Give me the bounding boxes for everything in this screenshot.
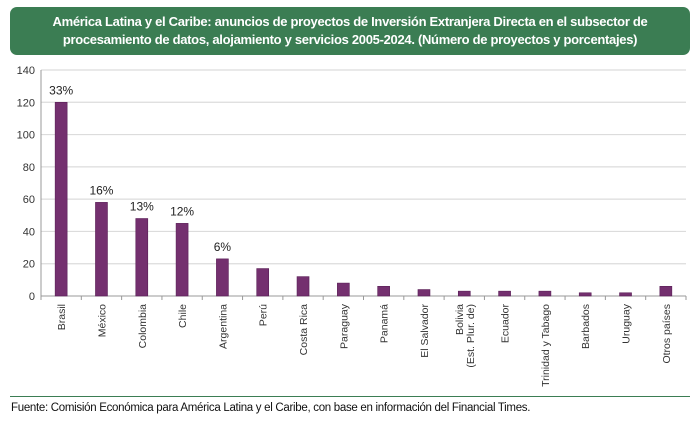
- bar: [417, 289, 431, 297]
- bar: [457, 290, 471, 297]
- bar: [659, 286, 673, 297]
- category-label-line: El Salvador: [419, 304, 431, 358]
- x-tick-label: Paraguay: [338, 303, 350, 349]
- x-tick-label: Argentina: [217, 304, 229, 349]
- category-label-line: Paraguay: [338, 303, 350, 349]
- y-tick-label: 120: [17, 97, 35, 109]
- x-tick-label: Colombia: [137, 304, 149, 349]
- category-label-line: Panamá: [379, 304, 391, 343]
- category-label-line: Chile: [177, 304, 189, 328]
- x-tick-label: Ecuador: [500, 303, 512, 343]
- x-tick-label: Uruguay: [621, 303, 633, 343]
- y-tick-label: 100: [17, 130, 35, 142]
- x-tick-label: Chile: [177, 304, 189, 328]
- chart-title-banner: América Latina y el Caribe: anuncios de …: [10, 7, 690, 55]
- bar-chart: 0 20 40 60 80 100 120 140 33% Brasil 16% México 13% C…: [17, 65, 687, 387]
- x-tick-label: El Salvador: [419, 304, 431, 358]
- y-tick-label: 60: [23, 194, 35, 206]
- x-tick-label: Barbados: [580, 304, 592, 349]
- x-tick-label: México: [96, 304, 108, 337]
- bar: [135, 218, 149, 297]
- bar: [216, 258, 229, 297]
- bar: [337, 282, 350, 297]
- category-label-line: Ecuador: [500, 303, 512, 343]
- data-label: 33%: [49, 83, 73, 97]
- bar: [175, 223, 189, 297]
- bar: [498, 290, 511, 297]
- source-note: Fuente: Comisión Económica para América …: [11, 402, 531, 414]
- category-label-line: Argentina: [217, 304, 229, 349]
- data-label: 13%: [130, 200, 154, 214]
- x-tick-label: Trinidad y Tabago: [540, 304, 552, 387]
- bar: [538, 290, 552, 297]
- bar: [377, 286, 390, 297]
- bar: [54, 101, 68, 297]
- category-label-line: Trinidad y Tabago: [540, 304, 552, 387]
- category-label-line: Perú: [258, 304, 270, 326]
- bar: [296, 276, 310, 297]
- category-label-line: Bolivia: [454, 304, 466, 335]
- y-tick-label: 140: [17, 65, 35, 77]
- y-tick-label: 0: [29, 291, 35, 303]
- footer-divider: [10, 396, 690, 397]
- x-tick-label: Costa Rica: [298, 304, 310, 356]
- category-label-line: México: [96, 304, 108, 337]
- category-label-line: Colombia: [137, 304, 149, 349]
- bar: [256, 268, 270, 297]
- chart-title: América Latina y el Caribe: anuncios de …: [52, 14, 648, 47]
- category-label-line: Barbados: [580, 304, 592, 349]
- x-tick-label: Otros países: [661, 304, 673, 364]
- y-tick-label: 80: [23, 162, 35, 174]
- data-label: 16%: [89, 183, 113, 197]
- bar: [619, 292, 632, 297]
- y-tick-label: 20: [23, 259, 35, 271]
- category-label-line: Brasil: [56, 304, 68, 330]
- category-label-line: Otros países: [661, 304, 673, 364]
- x-tick-label: Panamá: [379, 304, 391, 343]
- bar: [95, 202, 108, 297]
- y-tick-label: 40: [23, 226, 35, 238]
- category-label-line: Uruguay: [621, 303, 633, 343]
- bar: [578, 292, 592, 297]
- category-label-line: (Est. Plur. de): [465, 304, 477, 368]
- x-tick-label: Brasil: [56, 304, 68, 330]
- x-tick-label: Bolivia (Est. Plur. de): [454, 304, 477, 368]
- data-label: 12%: [170, 204, 194, 218]
- category-label-line: Costa Rica: [298, 304, 310, 356]
- x-tick-label: Perú: [258, 304, 270, 326]
- data-label: 6%: [214, 240, 232, 254]
